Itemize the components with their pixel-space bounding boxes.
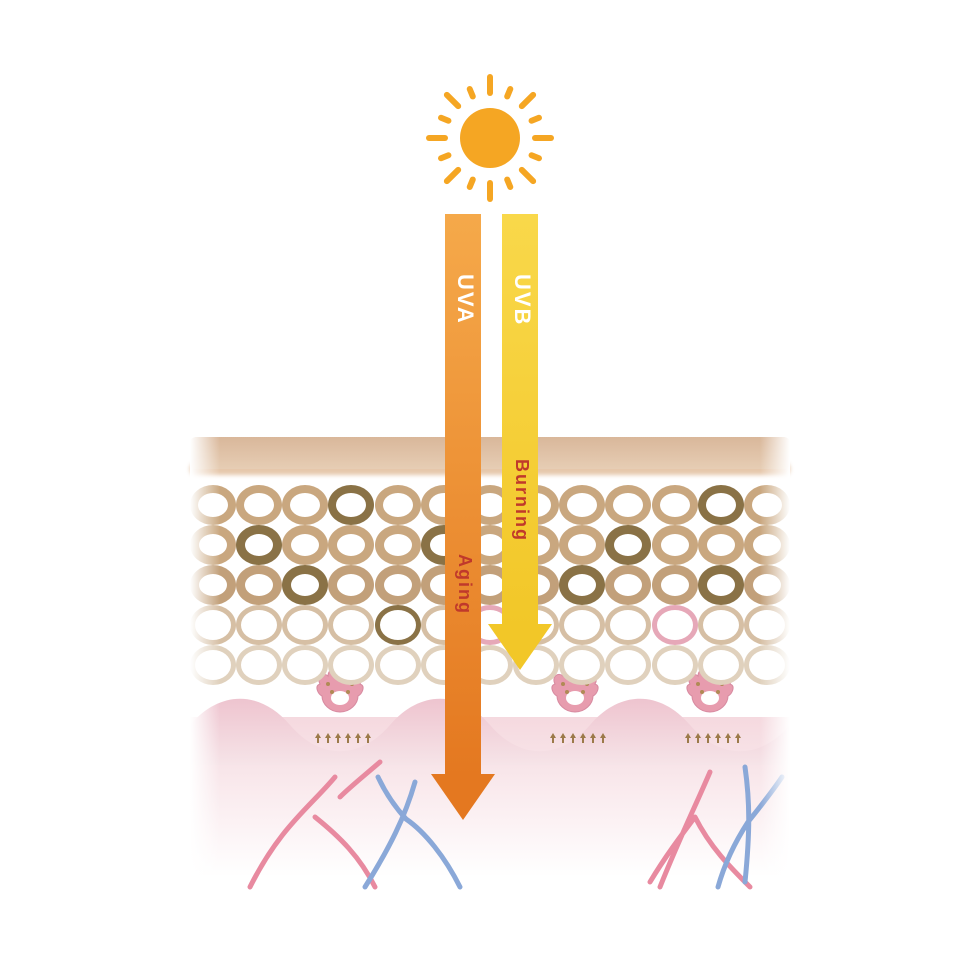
skin-cell (652, 565, 698, 605)
skin-cell (605, 485, 651, 525)
sun-ray (437, 114, 452, 125)
skin-cell (375, 605, 421, 645)
uvb-arrow: UVB Burning (502, 214, 538, 628)
skin-cell (698, 525, 744, 565)
sun-ray (466, 176, 477, 191)
uvb-effect-label: Burning (511, 459, 532, 542)
skin-cell (605, 565, 651, 605)
skin-cell (605, 525, 651, 565)
sun-ray (443, 91, 463, 111)
diagram-stage: UVA Aging UVB Burning (0, 0, 980, 980)
skin-cell (652, 485, 698, 525)
skin-cell (698, 605, 744, 645)
cell-row (190, 485, 790, 525)
skin-cell (328, 525, 374, 565)
uvb-label: UVB (509, 274, 535, 326)
uva-label: UVA (452, 274, 478, 325)
skin-cell (375, 525, 421, 565)
skin-cell (698, 645, 744, 685)
skin-cell (236, 485, 282, 525)
sun-ray (532, 135, 554, 141)
skin-cell (282, 525, 328, 565)
sun-ray (466, 85, 477, 100)
skin-cell (559, 605, 605, 645)
skin-cell (559, 565, 605, 605)
skin-cell (652, 525, 698, 565)
skin-cell (328, 605, 374, 645)
skin-cell (698, 485, 744, 525)
sun-ray (437, 151, 452, 162)
sun-ray (503, 176, 514, 191)
skin-cell (652, 605, 698, 645)
skin-cell (236, 565, 282, 605)
skin-cell (328, 565, 374, 605)
skin-cell (652, 645, 698, 685)
skin-cell (559, 485, 605, 525)
skin-cell (328, 645, 374, 685)
sun-ray (487, 74, 493, 96)
skin-cell (698, 565, 744, 605)
sun-ray (528, 114, 543, 125)
skin-cell (328, 485, 374, 525)
sun-icon (430, 78, 550, 198)
sun-ray (443, 166, 463, 186)
skin-cell (282, 565, 328, 605)
cell-row (190, 525, 790, 565)
skin-cell (282, 485, 328, 525)
fade-left (190, 437, 220, 897)
skin-cell (605, 645, 651, 685)
skin-cell (375, 645, 421, 685)
skin-cell (375, 485, 421, 525)
skin-cell (236, 605, 282, 645)
fade-right (760, 437, 790, 897)
sun-ray (487, 180, 493, 202)
cell-row (190, 565, 790, 605)
skin-cross-section (190, 437, 790, 907)
sun-ray (528, 151, 543, 162)
sun-ray (426, 135, 448, 141)
skin-cell (559, 525, 605, 565)
uva-arrow: UVA Aging (445, 214, 481, 778)
skin-cell (605, 605, 651, 645)
sun-ray (518, 91, 538, 111)
skin-cell (236, 525, 282, 565)
sun-ray (518, 166, 538, 186)
uva-effect-label: Aging (454, 554, 475, 615)
skin-cell (559, 645, 605, 685)
skin-cell (375, 565, 421, 605)
skin-cell (282, 645, 328, 685)
sun-ray (503, 85, 514, 100)
skin-cell (282, 605, 328, 645)
skin-cell (236, 645, 282, 685)
stratum-corneum (190, 437, 790, 469)
